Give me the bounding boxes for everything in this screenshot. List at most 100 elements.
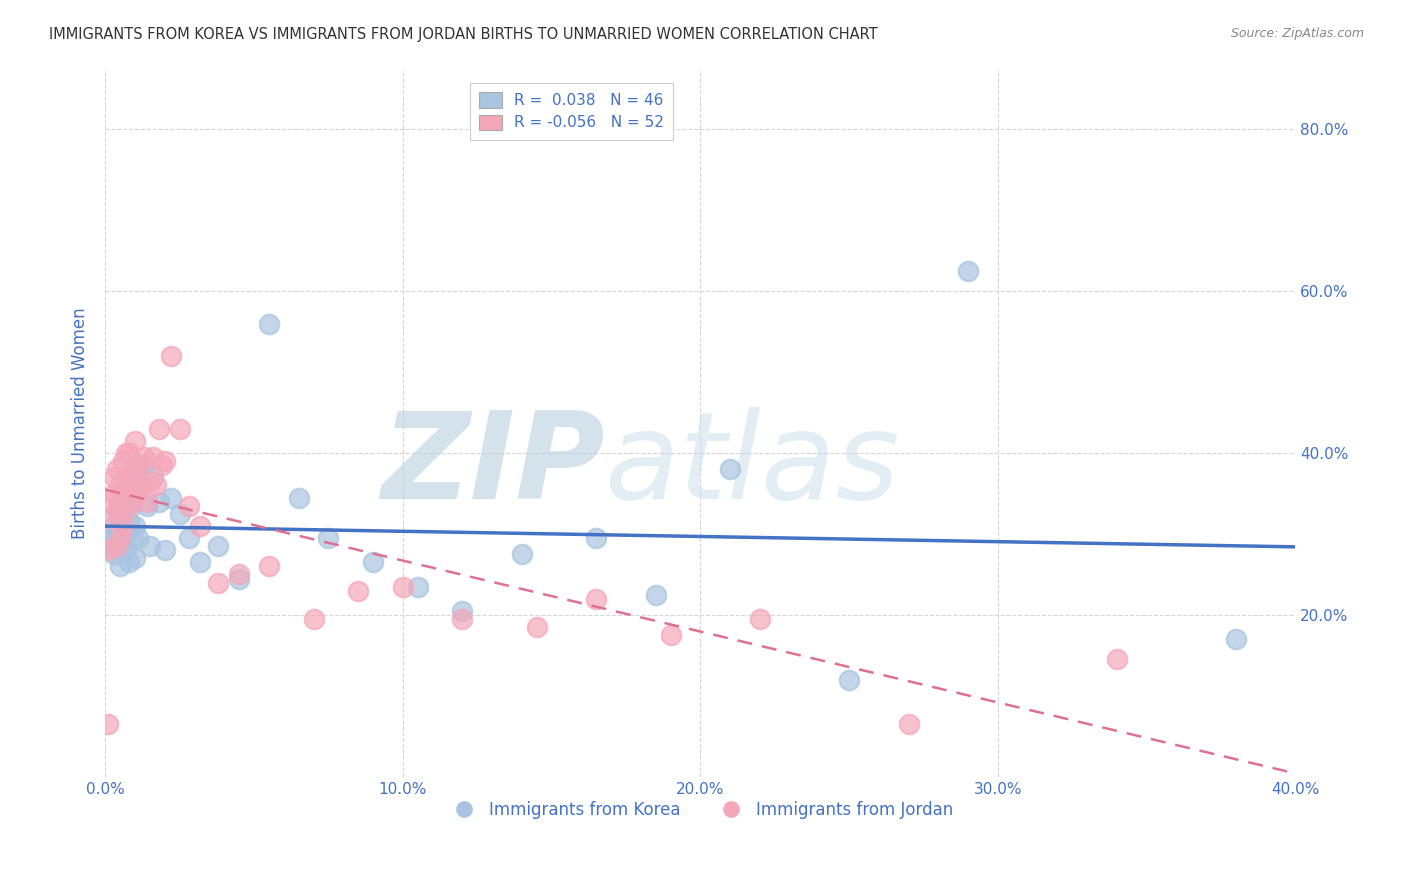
Point xyxy=(115,502,138,516)
Point xyxy=(127,458,149,473)
Point xyxy=(169,507,191,521)
Point xyxy=(132,458,155,473)
Point xyxy=(150,458,173,473)
Point xyxy=(139,475,162,489)
Point xyxy=(100,511,122,525)
Point xyxy=(526,620,548,634)
Point xyxy=(129,478,152,492)
Point xyxy=(127,486,149,500)
Point xyxy=(207,539,229,553)
Point xyxy=(257,559,280,574)
Point xyxy=(228,567,250,582)
Point xyxy=(103,519,125,533)
Point xyxy=(112,531,135,545)
Point xyxy=(177,531,200,545)
Point xyxy=(142,450,165,464)
Point xyxy=(112,483,135,497)
Point xyxy=(121,499,143,513)
Point xyxy=(190,519,212,533)
Point xyxy=(406,580,429,594)
Point xyxy=(148,422,170,436)
Point xyxy=(644,588,666,602)
Point xyxy=(190,555,212,569)
Point xyxy=(132,450,155,464)
Point xyxy=(97,539,120,553)
Point xyxy=(153,543,176,558)
Point xyxy=(105,527,128,541)
Point xyxy=(127,531,149,545)
Point xyxy=(112,486,135,500)
Point xyxy=(135,494,157,508)
Text: ZIP: ZIP xyxy=(381,407,605,524)
Point xyxy=(135,499,157,513)
Point xyxy=(1225,632,1247,647)
Point xyxy=(112,454,135,468)
Point xyxy=(108,539,131,553)
Point xyxy=(108,511,131,525)
Point xyxy=(118,555,141,569)
Point xyxy=(105,502,128,516)
Point xyxy=(103,470,125,484)
Point xyxy=(97,717,120,731)
Point xyxy=(153,454,176,468)
Point xyxy=(121,531,143,545)
Point xyxy=(451,612,474,626)
Point xyxy=(97,543,120,558)
Point xyxy=(108,494,131,508)
Point xyxy=(510,547,533,561)
Point xyxy=(585,591,607,606)
Point xyxy=(118,478,141,492)
Point xyxy=(451,604,474,618)
Point xyxy=(207,575,229,590)
Point xyxy=(105,462,128,476)
Point xyxy=(1105,652,1128,666)
Point xyxy=(957,264,980,278)
Point xyxy=(108,478,131,492)
Point xyxy=(145,478,167,492)
Point xyxy=(361,555,384,569)
Text: atlas: atlas xyxy=(605,407,900,524)
Point xyxy=(347,583,370,598)
Point xyxy=(103,547,125,561)
Point xyxy=(118,515,141,529)
Point xyxy=(129,478,152,492)
Y-axis label: Births to Unmarried Women: Births to Unmarried Women xyxy=(72,307,89,539)
Point xyxy=(257,317,280,331)
Point xyxy=(100,531,122,545)
Point xyxy=(108,559,131,574)
Point xyxy=(115,446,138,460)
Point xyxy=(318,531,340,545)
Point xyxy=(118,446,141,460)
Point xyxy=(112,519,135,533)
Point xyxy=(302,612,325,626)
Point xyxy=(391,580,413,594)
Point xyxy=(105,539,128,553)
Point xyxy=(287,491,309,505)
Point xyxy=(139,539,162,553)
Point xyxy=(121,467,143,481)
Point xyxy=(585,531,607,545)
Point xyxy=(897,717,920,731)
Point xyxy=(121,494,143,508)
Point xyxy=(748,612,770,626)
Point xyxy=(124,551,146,566)
Point xyxy=(142,470,165,484)
Point xyxy=(115,543,138,558)
Point xyxy=(124,519,146,533)
Point xyxy=(159,349,181,363)
Point xyxy=(115,523,138,537)
Point xyxy=(124,462,146,476)
Legend: Immigrants from Korea, Immigrants from Jordan: Immigrants from Korea, Immigrants from J… xyxy=(441,794,960,825)
Point xyxy=(838,673,860,687)
Point xyxy=(169,422,191,436)
Point xyxy=(228,572,250,586)
Text: IMMIGRANTS FROM KOREA VS IMMIGRANTS FROM JORDAN BIRTHS TO UNMARRIED WOMEN CORREL: IMMIGRANTS FROM KOREA VS IMMIGRANTS FROM… xyxy=(49,27,877,42)
Point xyxy=(105,502,128,516)
Point xyxy=(177,499,200,513)
Text: Source: ZipAtlas.com: Source: ZipAtlas.com xyxy=(1230,27,1364,40)
Point xyxy=(159,491,181,505)
Point xyxy=(124,434,146,448)
Point xyxy=(108,531,131,545)
Point xyxy=(103,486,125,500)
Point xyxy=(100,494,122,508)
